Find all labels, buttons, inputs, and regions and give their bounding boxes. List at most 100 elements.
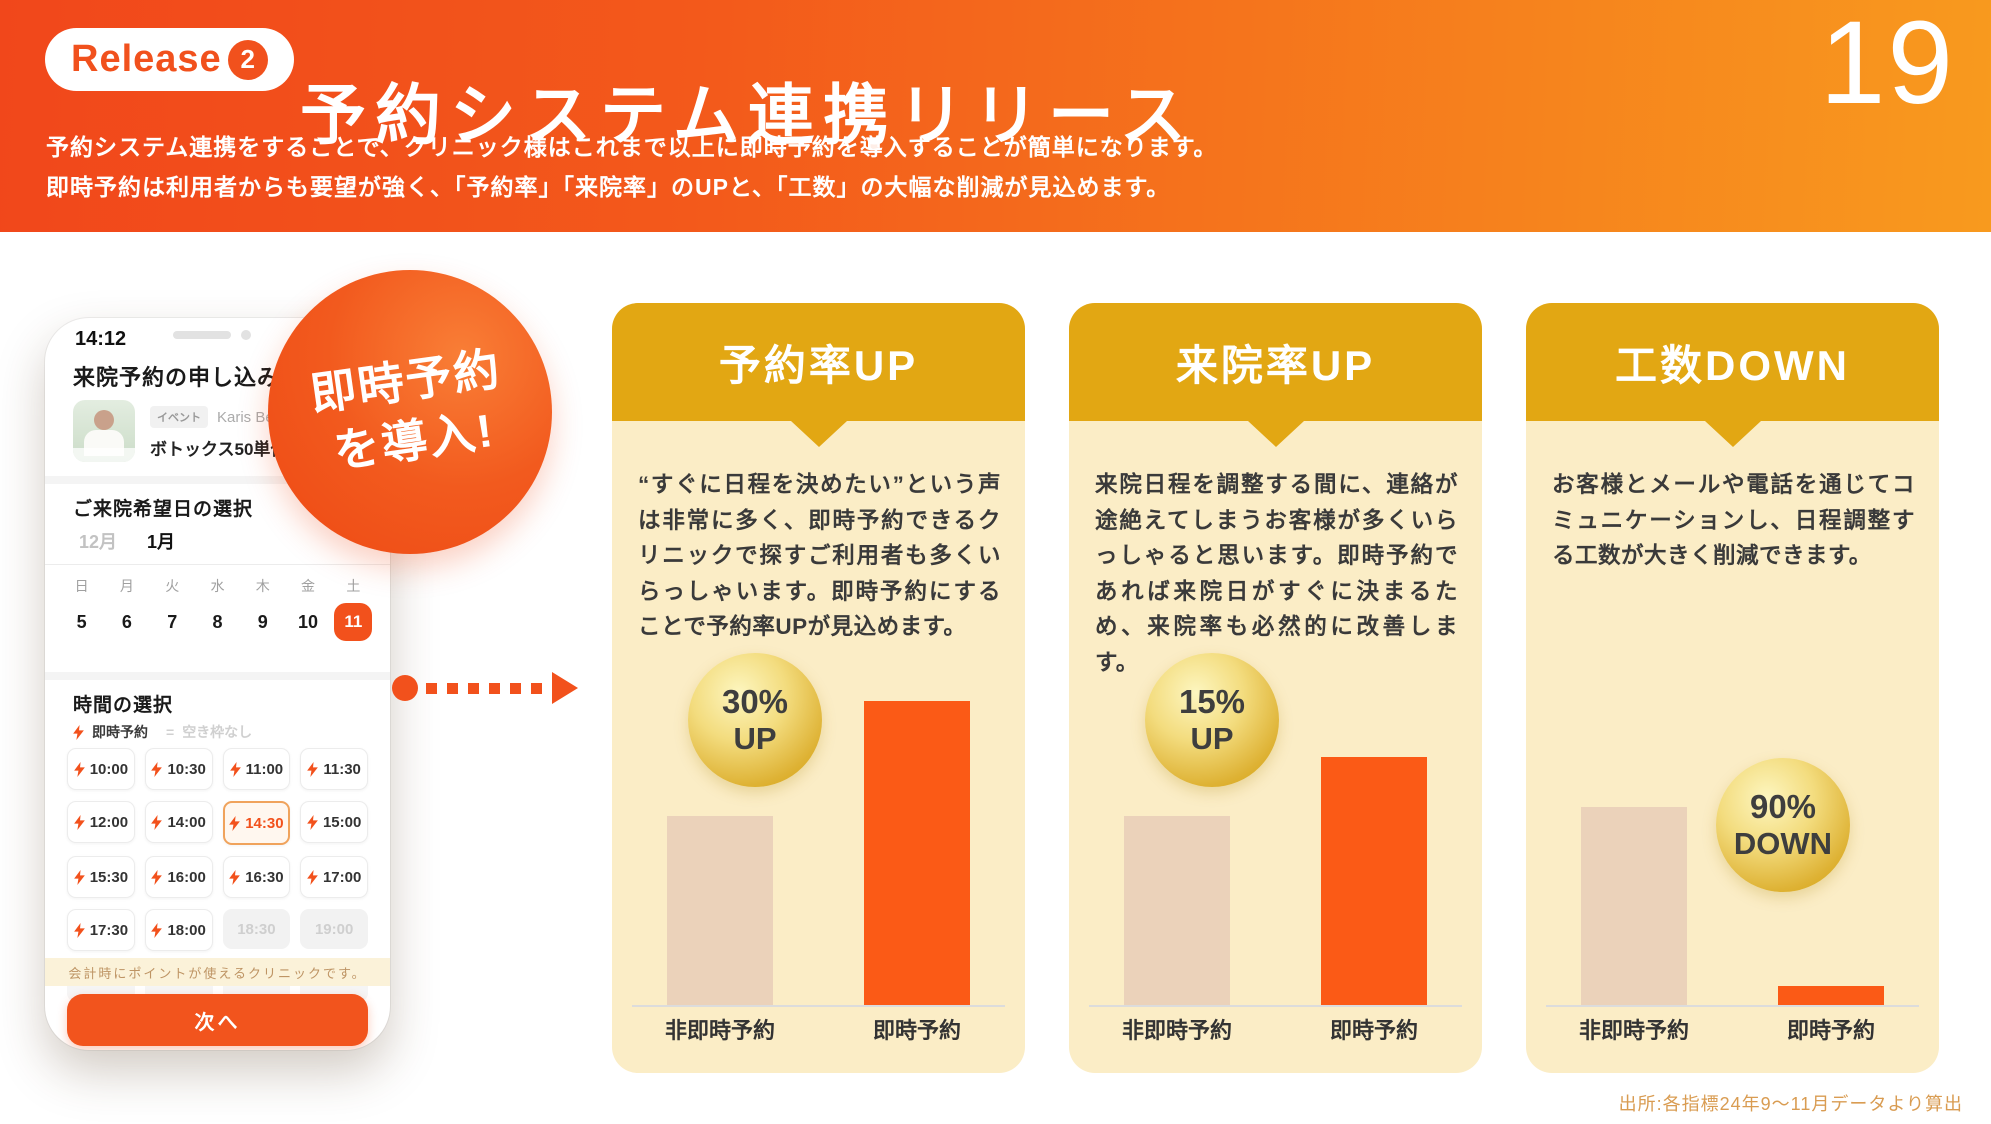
calendar-date[interactable]: 11 [331,602,376,642]
card-body-text: お客様とメールや電話を通じてコミュニケーションし、日程調整する工数が大きく削減で… [1552,472,1915,569]
card-pointer-triangle [790,421,847,447]
month-tab-january[interactable]: 1月 [147,532,176,552]
bar-instant [1321,757,1427,1005]
calendar-date[interactable]: 5 [76,611,87,632]
time-slot[interactable]: 14:00 [144,801,213,843]
time-slot[interactable]: 16:30 [222,856,291,898]
month-tab-december[interactable]: 12月 [79,532,118,552]
card-body-text: 来院日程を調整する間に、連絡が途絶えてしまうお客様が多くいらっしゃると思います。… [1095,472,1458,675]
bolt-icon [229,815,241,831]
date-row: 5 6 7 8 9 10 11 [59,602,376,642]
bar-instant [1778,986,1884,1005]
bar-instant [864,701,970,1005]
bar-chart: 非即時予約 即時予約 [632,695,1005,1045]
percent-badge: 90% DOWN [1716,758,1850,892]
time-slot[interactable]: 15:00 [300,801,368,843]
bar-non-instant [667,816,773,1005]
header-subtitle: 予約システム連携をすることで、クリニック様はこれまで以上に即時予約を導入すること… [46,128,1217,207]
weekday-label: 金 [301,578,316,594]
bar-non-instant [1124,816,1230,1005]
card-booking-rate: 予約率UP “すぐに日程を決めたい”という声は非常に多く、即時予約できるクリニッ… [612,303,1025,1073]
bolt-icon [151,869,163,885]
weekday-label: 日 [74,578,89,594]
page-title: 予約システム連携リリース [300,78,1195,153]
time-slot[interactable]: 10:30 [144,748,213,790]
card-workload: 工数DOWN お客様とメールや電話を通じてコミュニケーションし、日程調整する工数… [1526,303,1939,1073]
time-slot[interactable]: 15:30 [67,856,135,898]
time-slot[interactable]: 17:00 [300,856,368,898]
month-tabs: 12月 1月 [79,528,175,554]
bolt-icon [151,814,163,830]
status-bar-time: 14:12 [75,328,127,350]
bar-chart: 非即時予約 即時予約 [1089,695,1462,1045]
points-banner: 会計時にポイントが使えるクリニックです。 [45,958,390,986]
callout-text: 即時予約 を導入! [307,342,505,478]
header-band: Release 2 予約システム連携リリース 予約システム連携をすることで、クリ… [0,0,1991,232]
subtitle-line-2: 即時予約は利用者からも要望が強く、「予約率」「来院率」のUPと、「工数」の大幅な… [46,173,1171,200]
calendar-date[interactable]: 9 [257,611,268,632]
card-title: 来院率UP [1175,341,1376,389]
weekday-label: 火 [165,578,180,594]
card-body-text: “すぐに日程を決めたい”という声は非常に多く、即時予約できるクリニックで探すご利… [638,472,1001,640]
time-slot[interactable]: 11:30 [300,748,368,790]
avatar-person-head [94,410,114,430]
weekday-label: 水 [210,578,225,594]
bolt-icon [73,761,85,777]
time-slot[interactable]: 12:00 [67,801,135,843]
card-pointer-triangle [1704,421,1761,447]
bolt-icon [151,922,163,938]
bolt-icon [151,761,163,777]
time-slot[interactable]: 14:30 [222,801,291,845]
benefit-cards: 予約率UP “すぐに日程を決めたい”という声は非常に多く、即時予約できるクリニッ… [612,303,1939,1073]
time-slot: 18:30 [222,909,291,949]
weekday-row: 日月火水木金土 [59,576,376,596]
bar-label: 非即時予約 [664,1018,775,1043]
date-section-title: ご来院希望日の選択 [73,499,254,520]
release-number-circle: 2 [227,39,268,80]
bolt-icon [229,869,241,885]
time-section-title: 時間の選択 [73,695,174,716]
avatar-caption-strip [73,448,135,462]
percent-badge: 30% UP [688,653,822,787]
phone-camera-dot [241,330,251,340]
release-badge-label: Release [71,38,222,80]
bolt-icon [307,869,318,885]
bar-label: 即時予約 [1786,1018,1875,1043]
time-slot[interactable]: 16:00 [144,856,213,898]
card-header: 来院率UP [1069,303,1482,421]
release-badge: Release 2 [45,28,294,91]
card-header: 予約率UP [612,303,1025,421]
time-slot[interactable]: 18:00 [144,909,213,951]
next-button[interactable]: 次へ [67,994,368,1046]
bar-label: 即時予約 [872,1018,961,1043]
calendar-date[interactable]: 7 [167,611,178,632]
time-slot[interactable]: 11:00 [222,748,291,790]
legend-separator: = [166,724,175,740]
bolt-icon [73,724,84,740]
phone-speaker [173,331,231,339]
calendar-date[interactable]: 10 [298,611,319,632]
card-title: 工数DOWN [1615,341,1850,389]
bolt-icon [73,814,85,830]
arrow-head [552,672,578,704]
calendar-date[interactable]: 8 [212,611,223,632]
time-slot: 19:00 [300,909,368,949]
weekday-label: 木 [255,578,270,594]
legend-instant-label: 即時予約 [92,724,148,740]
clinic-avatar [73,400,135,462]
instant-booking-callout-circle: 即時予約 を導入! [268,270,552,554]
card-visit-rate: 来院率UP 来院日程を調整する間に、連絡が途絶えてしまうお客様が多くいらっしゃる… [1069,303,1482,1073]
page-number: 19 [1819,0,1955,129]
percent-badge: 15% UP [1145,653,1279,787]
time-slot[interactable]: 10:00 [67,748,135,790]
time-slot[interactable]: 17:30 [67,909,135,951]
arrow-dashes [426,682,552,694]
card-header: 工数DOWN [1526,303,1939,421]
calendar-date-selected[interactable]: 11 [334,603,373,641]
event-badge: イベント [150,406,208,428]
arrow-start-dot [392,675,418,701]
bar-non-instant [1581,807,1687,1005]
source-footnote: 出所:各指標24年9〜11月データより算出 [1618,1094,1963,1114]
calendar-date[interactable]: 6 [121,611,132,632]
